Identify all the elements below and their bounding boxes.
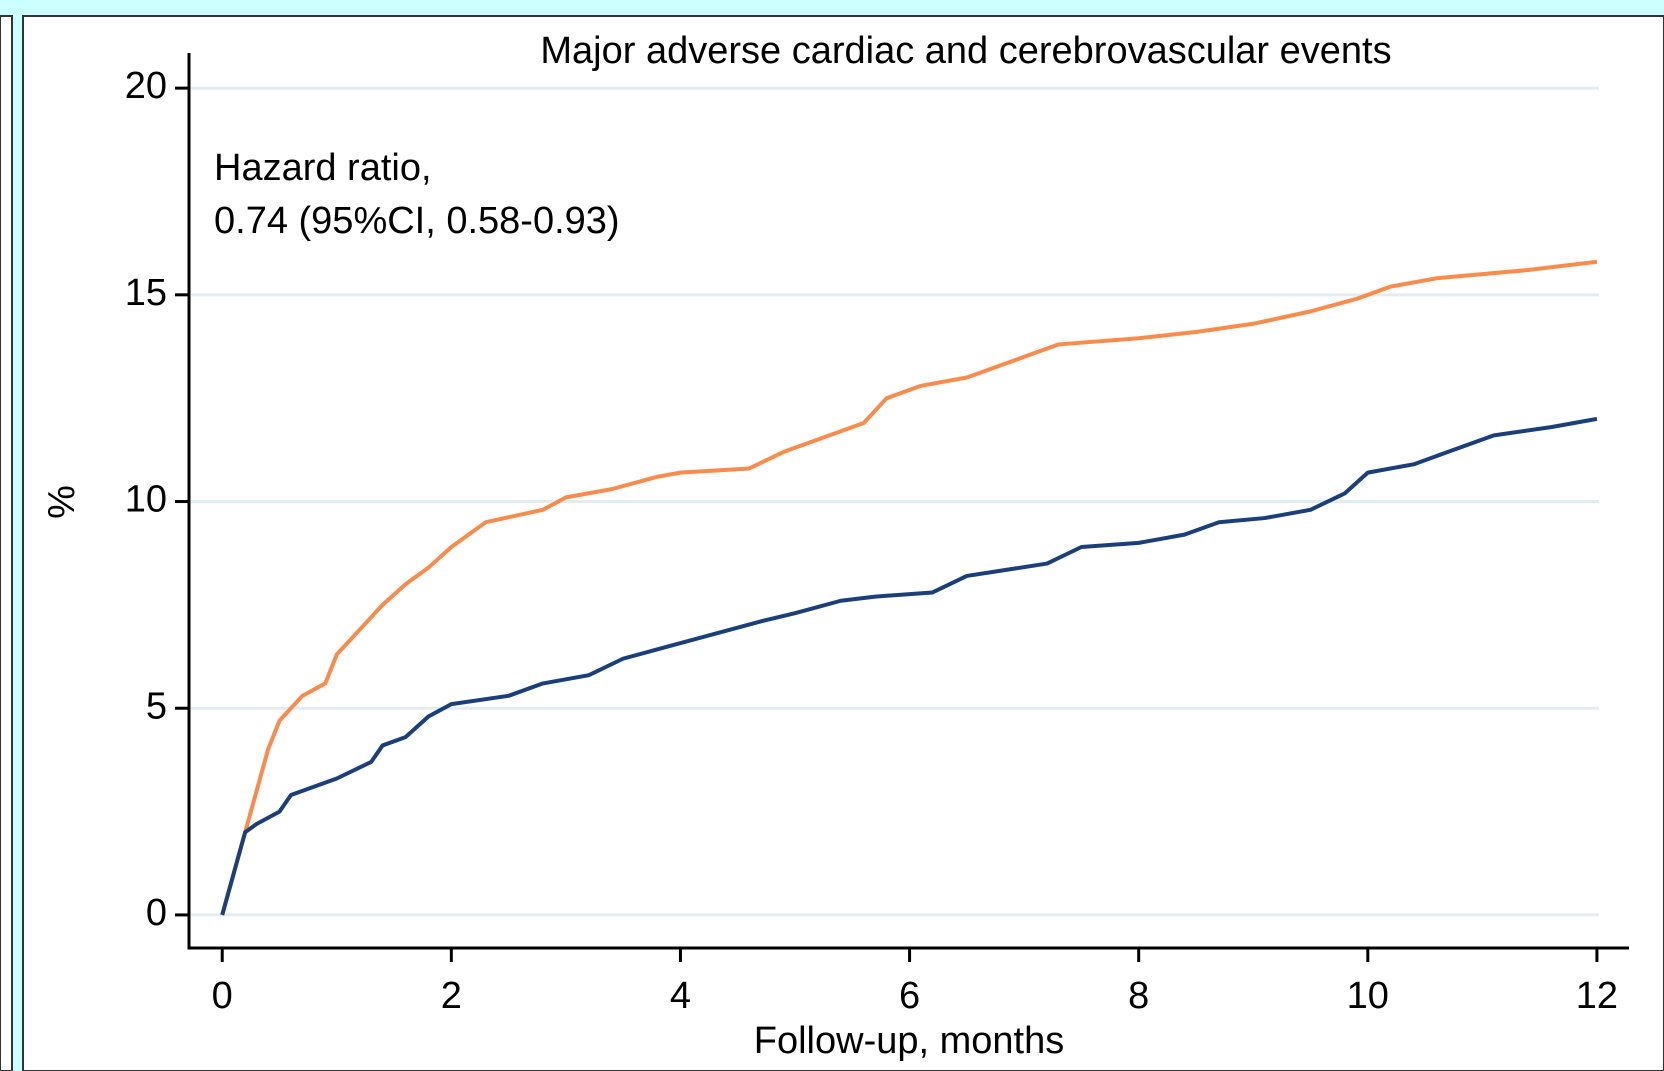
series-line bbox=[220, 259, 1598, 916]
y-tick-label: 20 bbox=[125, 65, 167, 107]
annotation: Hazard ratio, bbox=[214, 147, 432, 189]
side-strip bbox=[0, 15, 13, 1071]
y-tick-label: 15 bbox=[125, 272, 167, 314]
y-axis-title: % bbox=[41, 485, 83, 519]
x-tick-label: 10 bbox=[1347, 975, 1389, 1017]
chart-title: Major adverse cardiac and cerebrovascula… bbox=[540, 30, 1391, 72]
x-tick-label: 8 bbox=[1128, 975, 1149, 1017]
x-tick-label: 6 bbox=[899, 975, 920, 1017]
panel bbox=[22, 15, 1664, 1071]
y-tick-label: 10 bbox=[125, 479, 167, 521]
x-tick-label: 2 bbox=[441, 975, 462, 1017]
x-axis-title: Follow-up, months bbox=[754, 1020, 1064, 1062]
y-tick-label: 0 bbox=[146, 892, 167, 934]
x-tick-label: 0 bbox=[212, 975, 233, 1017]
annotation: 0.74 (95%CI, 0.58-0.93) bbox=[214, 200, 620, 242]
x-tick-label: 4 bbox=[670, 975, 691, 1017]
series-line bbox=[220, 416, 1598, 916]
y-tick-label: 5 bbox=[146, 685, 167, 727]
x-tick-label: 12 bbox=[1576, 975, 1618, 1017]
